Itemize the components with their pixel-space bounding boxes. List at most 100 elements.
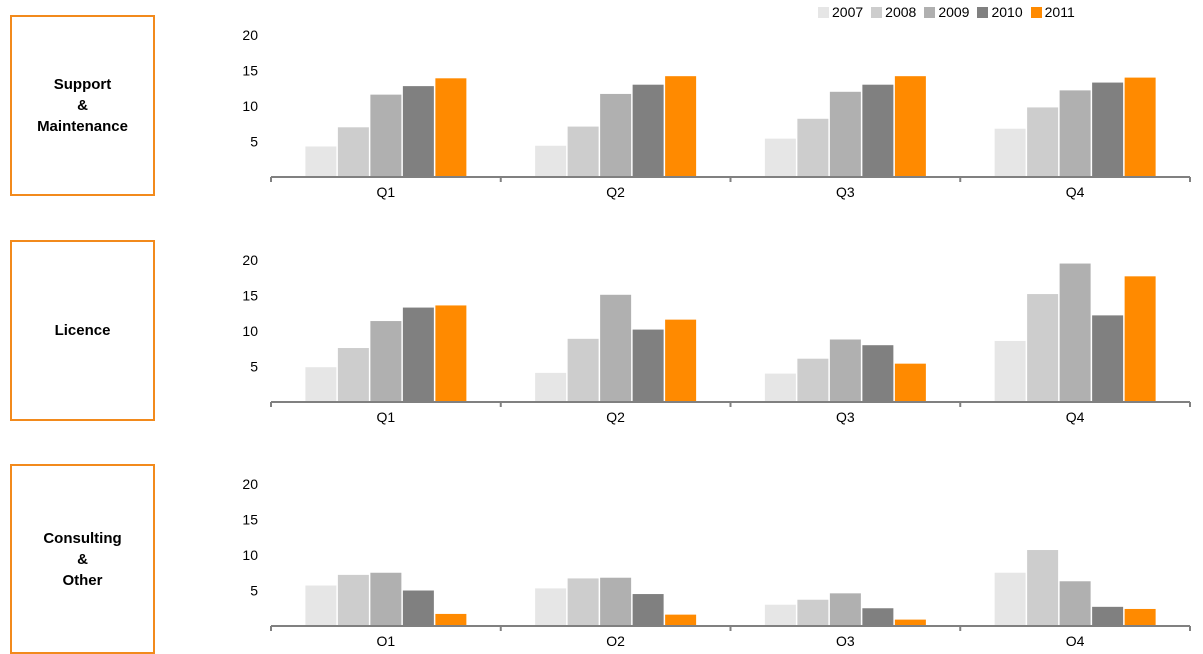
bar-2011-q1 <box>435 613 467 626</box>
bar-2010-q4 <box>1092 315 1124 402</box>
y-tick-label: 10 <box>242 323 258 339</box>
bar-2008-q4 <box>1027 107 1059 177</box>
x-tick-label: Q4 <box>1066 184 1085 200</box>
bar-2010-q2 <box>632 329 664 402</box>
panel-label-line: Other <box>62 571 103 589</box>
bar-2008-q3 <box>797 599 829 626</box>
bar-2011-q4 <box>1124 77 1156 177</box>
bar-2009-q1 <box>370 321 402 402</box>
bar-2010-q1 <box>402 86 434 177</box>
y-tick-label: 10 <box>242 98 258 114</box>
bar-2009-q2 <box>600 93 632 177</box>
legend-swatch-2010 <box>977 6 989 18</box>
bar-2007-q1 <box>305 585 337 626</box>
legend-label-2008: 2008 <box>885 4 917 20</box>
bar-2007-q2 <box>535 588 567 626</box>
y-tick-label: 5 <box>250 359 258 375</box>
bar-2009-q2 <box>600 577 632 626</box>
x-tick-label: Q3 <box>836 633 855 646</box>
y-tick-label: 20 <box>242 27 258 43</box>
y-tick-label: 20 <box>242 476 258 492</box>
bar-2008-q1 <box>337 127 369 177</box>
panel-label-line: Licence <box>54 322 111 339</box>
legend-label-2007: 2007 <box>832 4 864 20</box>
bar-2009-q4 <box>1059 263 1091 402</box>
y-tick-label: 15 <box>242 63 258 79</box>
bar-2010-q3 <box>862 84 894 177</box>
x-tick-label: Q2 <box>606 633 625 646</box>
y-tick-label: 20 <box>242 252 258 268</box>
bar-2008-q2 <box>567 338 599 402</box>
bar-2011-q2 <box>665 614 697 626</box>
panel-label-line: & <box>77 97 88 114</box>
bar-2007-q3 <box>764 373 796 402</box>
legend-item-2010: 2010 <box>977 4 1023 20</box>
panel-label-line: Consulting <box>43 529 122 547</box>
bar-2008-q3 <box>797 118 829 177</box>
bar-2011-q4 <box>1124 276 1156 402</box>
bar-2007-q4 <box>994 128 1026 177</box>
bar-2007-q2 <box>535 372 567 402</box>
legend-item-2007: 2007 <box>818 4 863 20</box>
bar-2008-q4 <box>1027 294 1059 402</box>
bar-2008-q3 <box>797 358 829 402</box>
legend-label-2009: 2009 <box>938 4 970 20</box>
bar-2010-q4 <box>1092 606 1124 626</box>
bar-2008-q4 <box>1027 550 1059 626</box>
x-tick-label: Q2 <box>606 184 625 200</box>
x-tick-label: Q1 <box>377 409 396 425</box>
bar-2007-q3 <box>764 604 796 626</box>
bar-2009-q1 <box>370 94 402 177</box>
bar-2010-q2 <box>632 84 664 177</box>
bar-2010-q1 <box>402 307 434 402</box>
bar-2011-q1 <box>435 305 467 402</box>
x-tick-label: Q3 <box>836 184 855 200</box>
bar-2011-q3 <box>894 76 926 177</box>
bar-2007-q4 <box>994 340 1026 402</box>
bar-2008-q2 <box>567 126 599 177</box>
bar-2008-q1 <box>337 348 369 402</box>
legend-swatch-2011 <box>1030 6 1042 18</box>
bar-2011-q4 <box>1124 608 1156 626</box>
x-tick-label: Q1 <box>377 184 396 200</box>
bar-2010-q1 <box>402 590 434 626</box>
bar-2010-q3 <box>862 608 894 626</box>
bar-2009-q3 <box>829 339 861 402</box>
panel-label-support-maintenance: Support & Maintenance <box>10 15 155 196</box>
legend-item-2011: 2011 <box>1030 4 1075 20</box>
legend-item-2008: 2008 <box>871 4 916 20</box>
bar-2009-q4 <box>1059 90 1091 177</box>
legend-label-2011: 2011 <box>1044 4 1075 20</box>
x-tick-label: Q3 <box>836 409 855 425</box>
bar-2009-q3 <box>829 593 861 626</box>
legend-swatch-2008 <box>871 6 883 18</box>
bar-2011-q1 <box>435 78 467 177</box>
bar-2010-q2 <box>632 594 664 626</box>
y-tick-label: 10 <box>242 547 258 563</box>
bar-2010-q3 <box>862 345 894 402</box>
y-tick-label: 5 <box>250 583 258 599</box>
x-tick-label: Q2 <box>606 409 625 425</box>
bar-2009-q1 <box>370 572 402 626</box>
bar-2011-q2 <box>665 76 697 177</box>
bar-2008-q2 <box>567 578 599 626</box>
bar-2010-q4 <box>1092 82 1124 177</box>
bar-2007-q1 <box>305 146 337 177</box>
legend-swatch-2009 <box>924 6 936 18</box>
x-tick-label: Q4 <box>1066 409 1085 425</box>
bar-2009-q2 <box>600 294 632 402</box>
panel-label-line: Maintenance <box>37 118 128 135</box>
chart-legend: 2007 2008 2009 2010 2011 <box>818 4 1075 20</box>
bar-2008-q1 <box>337 574 369 626</box>
x-tick-label: Q4 <box>1066 633 1085 646</box>
x-tick-label: Q1 <box>377 633 396 646</box>
bar-2011-q2 <box>665 319 697 402</box>
bar-2011-q3 <box>894 363 926 402</box>
bar-2009-q3 <box>829 91 861 177</box>
panel-label-line: Support <box>53 76 112 93</box>
panel-label-line: & <box>77 550 88 568</box>
y-tick-label: 15 <box>242 288 258 304</box>
y-tick-label: 5 <box>250 134 258 150</box>
bar-2009-q4 <box>1059 581 1091 626</box>
